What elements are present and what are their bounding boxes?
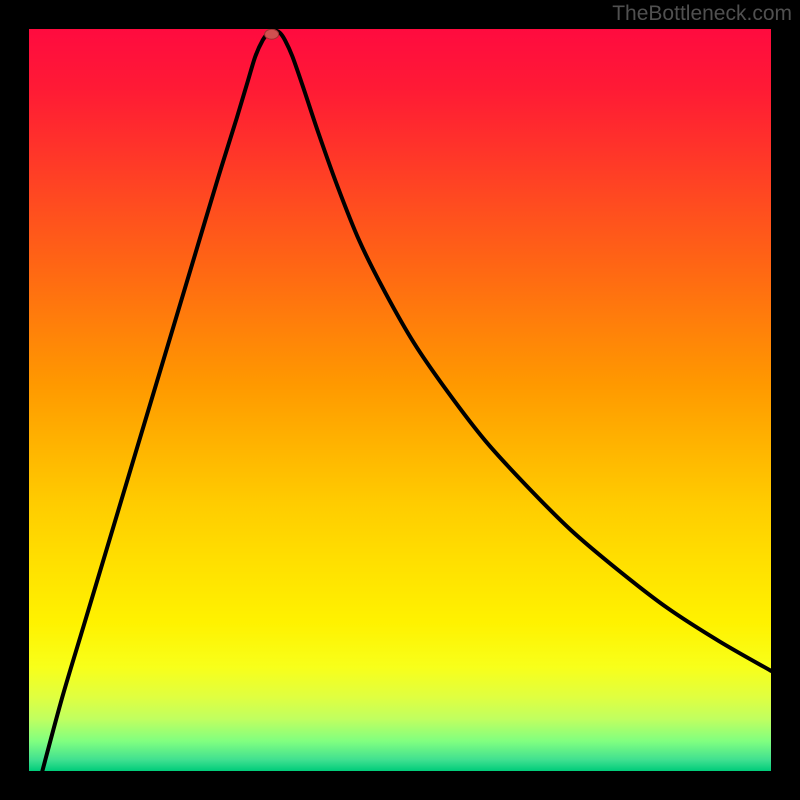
optimal-point-marker — [265, 29, 279, 39]
curve-overlay — [29, 29, 771, 771]
plot-area — [29, 29, 771, 771]
chart-container: TheBottleneck.com — [0, 0, 800, 800]
bottleneck-curve — [42, 30, 771, 771]
watermark-text: TheBottleneck.com — [612, 2, 792, 26]
